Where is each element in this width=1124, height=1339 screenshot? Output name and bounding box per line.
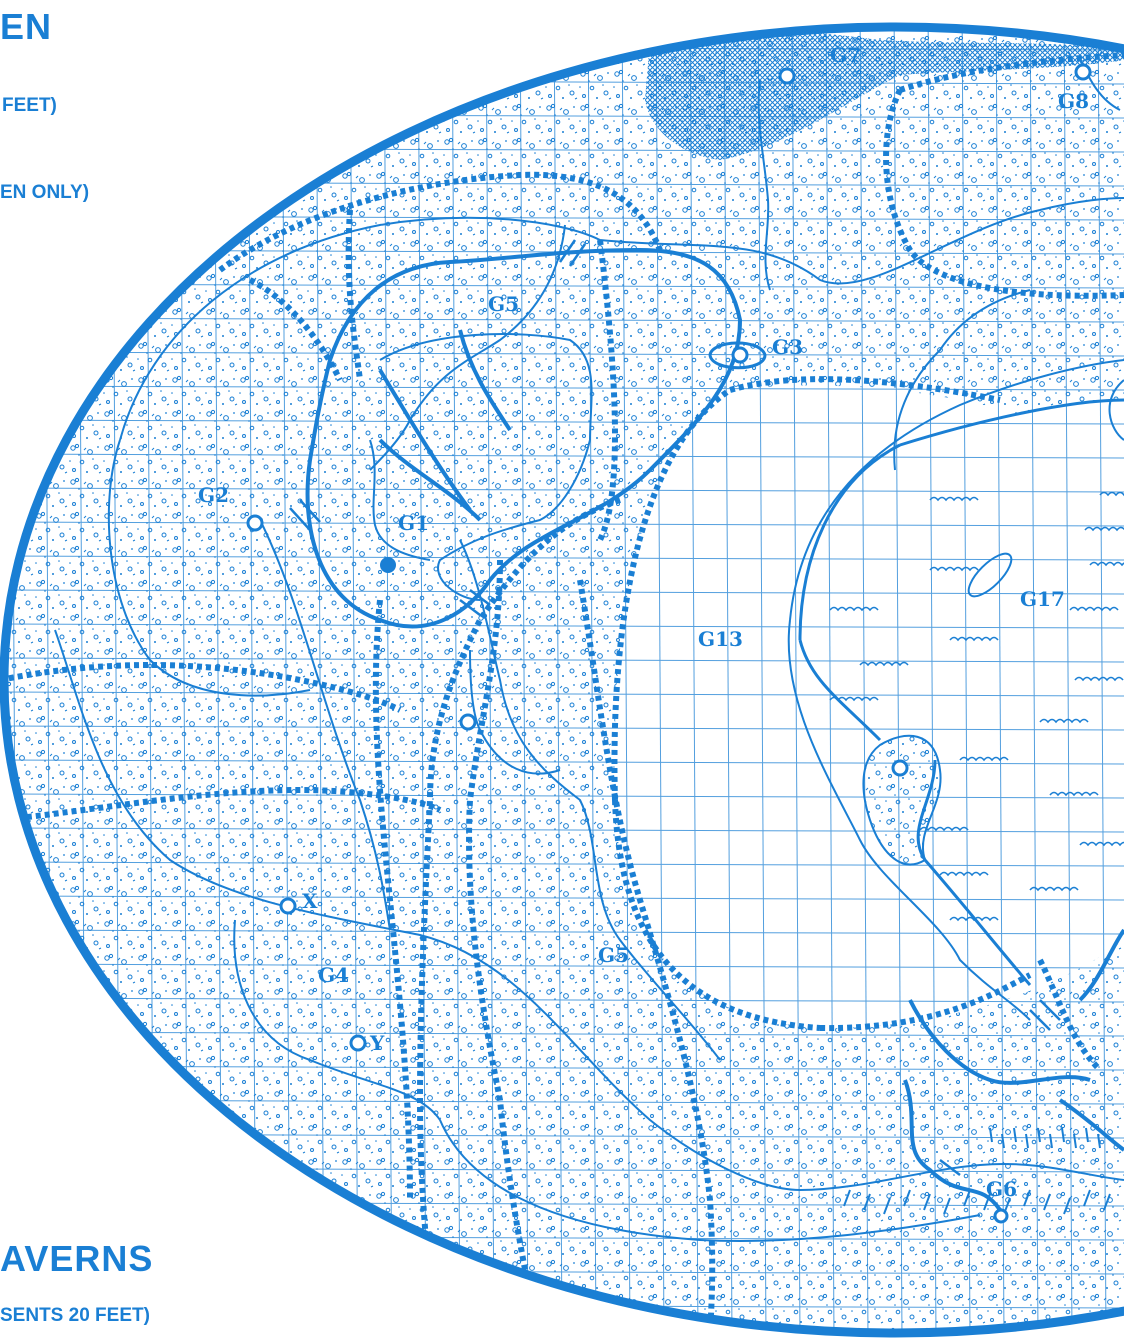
- label-x: X: [302, 889, 318, 913]
- marker-pool: [459, 713, 477, 731]
- label-g2: G2: [198, 483, 229, 507]
- label-g5-north: G5: [488, 292, 519, 316]
- map-subtitle-fragment: FEET): [2, 95, 57, 116]
- marker-g8: [1074, 63, 1092, 81]
- label-g8: G8: [1058, 89, 1089, 113]
- g3-pit: [708, 341, 767, 370]
- marker-g6: [993, 1208, 1009, 1224]
- cavern-oval-border: [0, 22, 1124, 1338]
- label-g4: G4: [318, 963, 349, 987]
- lake-g17: [800, 400, 1124, 985]
- marker-g3: [731, 346, 749, 364]
- footer-scale-fragment: SENTS 20 FEET): [0, 1305, 150, 1326]
- label-g1: G1: [398, 511, 429, 535]
- map-title-fragment: EN: [0, 6, 53, 47]
- marker-g7: [778, 67, 796, 85]
- label-g17: G17: [1020, 587, 1065, 611]
- label-y: Y: [369, 1031, 385, 1055]
- marker-g1-filled: [380, 557, 396, 573]
- footer-title-fragment: AVERNS: [0, 1238, 154, 1279]
- label-g5-south: G5: [598, 943, 629, 967]
- marker-island: [891, 759, 909, 777]
- label-g13: G13: [698, 627, 743, 651]
- label-g3: G3: [772, 335, 803, 359]
- marker-g2: [246, 514, 264, 532]
- label-g7: G7: [830, 43, 861, 67]
- map-note-fragment: EN ONLY): [0, 182, 90, 203]
- marker-x: [279, 897, 297, 915]
- label-g6: G6: [986, 1177, 1017, 1201]
- crosshatch-area: [645, 28, 1124, 160]
- marker-y: [349, 1034, 367, 1052]
